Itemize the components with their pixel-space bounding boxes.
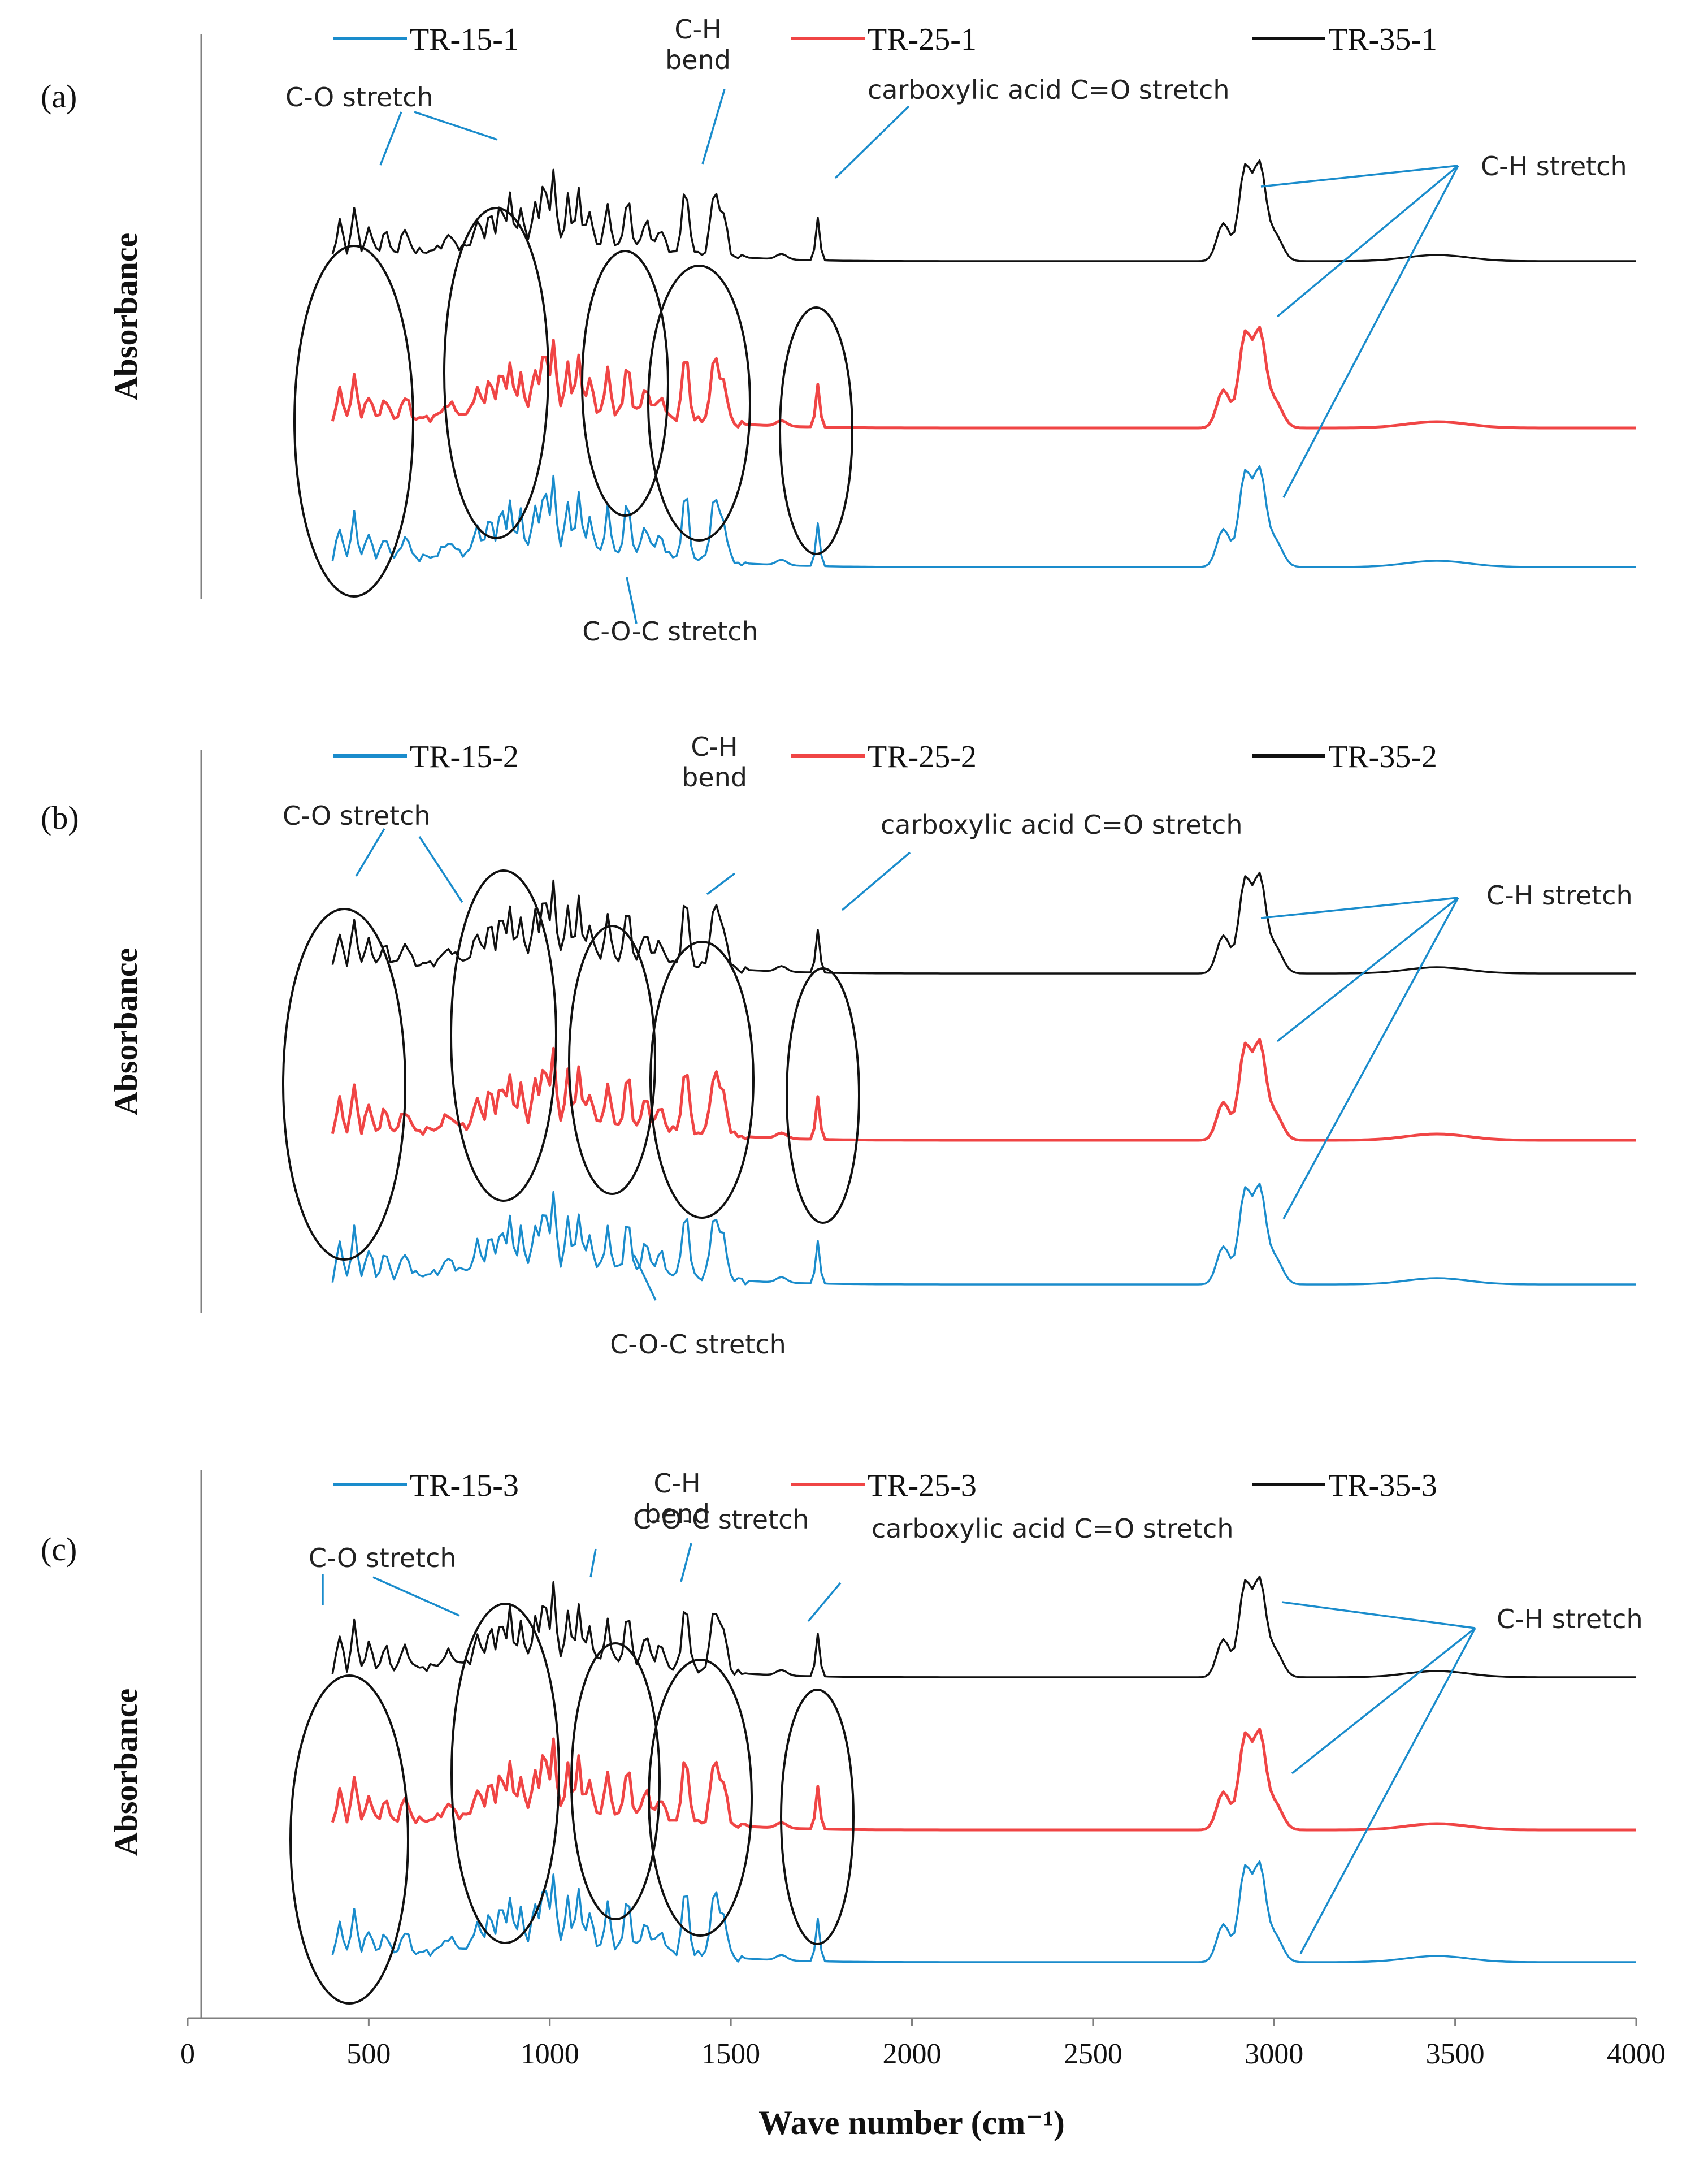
chbend-leader-line <box>706 872 736 895</box>
co-leader-line <box>372 1576 460 1617</box>
panel-label: (c) <box>41 1531 77 1568</box>
coc-leader-line <box>626 577 638 624</box>
co-leader-line <box>355 828 385 877</box>
ch-bend-line: bend <box>644 1499 710 1529</box>
panel-a: (a) Absorbance TR-15-1 TR-25-1 TR-35-1 C-O st… <box>41 14 1636 647</box>
chstretch-leader-line <box>1282 165 1459 498</box>
spectrum-line-TR-35-1 <box>331 159 1636 262</box>
band-ellipse <box>786 967 860 1224</box>
annotation-co-stretch: C-O stretch <box>285 82 433 112</box>
acid-leader-line <box>807 1582 842 1622</box>
x-tick-label: 1500 <box>701 2038 760 2070</box>
spectrum-line-TR-15-1 <box>331 465 1636 568</box>
x-tick-label: 3500 <box>1426 2038 1485 2070</box>
co-leader-line <box>418 836 463 903</box>
spectrum-line-TR-15-3 <box>331 1860 1636 1963</box>
annotation-co-stretch: C-O stretch <box>283 800 431 831</box>
ch-bend-line: bend <box>665 45 731 75</box>
band-ellipse <box>570 1642 661 1920</box>
panel-label: (b) <box>41 799 79 836</box>
acid-leader-line <box>841 851 911 911</box>
annotation-acid-stretch: carboxylic acid C=O stretch <box>868 75 1230 105</box>
ch-bend-line: C-H <box>674 14 721 45</box>
annotation-ch-bend: C-H bend <box>665 14 731 75</box>
band-ellipse <box>443 207 549 539</box>
panel-c: (c) Absorbance TR-15-3 TR-25-3 TR-35-3 C-O st… <box>41 1468 1643 2019</box>
band-ellipse <box>779 306 853 555</box>
legend-label: TR-25-3 <box>868 1468 977 1503</box>
chstretch-leader-line <box>1281 1601 1476 1629</box>
x-tick-label: 1000 <box>521 2038 579 2070</box>
band-ellipse <box>780 1689 855 1945</box>
x-tick-label: 500 <box>346 2038 391 2070</box>
chstretch-leader-line <box>1291 1627 1476 1775</box>
x-tick-label: 3000 <box>1245 2038 1303 2070</box>
band-ellipse <box>647 265 751 542</box>
band-ellipse <box>289 1674 409 2005</box>
ch-bend-line: C-H <box>691 732 738 762</box>
band-ellipse <box>649 941 755 1219</box>
panel-b: (b) Absorbance TR-15-2 TR-25-2 TR-35-2 C-O st… <box>41 732 1636 1360</box>
panel-label: (a) <box>41 78 77 115</box>
co-leader-line <box>414 111 498 141</box>
band-ellipse <box>293 245 414 598</box>
legend-label: TR-15-2 <box>410 739 519 774</box>
annotation-coc-stretch: C-O-C stretch <box>610 1329 786 1360</box>
spectrum-line-TR-25-3 <box>331 1728 1636 1832</box>
spectrum-line-TR-25-1 <box>331 326 1636 430</box>
y-axis-label: Absorbance <box>107 233 144 400</box>
chstretch-leader-line <box>1276 897 1459 1042</box>
acid-leader-line <box>834 105 910 179</box>
legend-label: TR-15-3 <box>410 1468 519 1503</box>
chbend-leader-line <box>701 89 726 165</box>
chstretch-leader-line <box>1260 165 1459 188</box>
chstretch-leader-line <box>1299 1628 1476 1954</box>
band-ellipse <box>568 925 656 1195</box>
x-tick-label: 0 <box>180 2038 195 2070</box>
annotation-ch-stretch: C-H stretch <box>1497 1604 1643 1634</box>
legend-label: TR-35-3 <box>1328 1468 1437 1503</box>
ch-bend-line: C-H <box>653 1468 700 1499</box>
annotation-ch-bend: C-H bend <box>644 1468 710 1529</box>
band-ellipse <box>282 908 406 1261</box>
annotation-co-stretch: C-O stretch <box>309 1543 457 1573</box>
annotation-ch-bend: C-H bend <box>682 732 747 793</box>
band-ellipse <box>581 250 669 517</box>
band-ellipse <box>450 869 557 1202</box>
legend-label: TR-25-1 <box>868 22 977 57</box>
legend-label: TR-35-1 <box>1328 22 1437 57</box>
coc-leader-line <box>633 1254 657 1301</box>
spectrum-line-TR-25-2 <box>331 1038 1636 1142</box>
x-tick-label: 2000 <box>883 2038 942 2070</box>
x-axis-label: Wave number (cm⁻¹) <box>758 2104 1065 2141</box>
y-axis-label: Absorbance <box>107 1689 144 1856</box>
legend-label: TR-25-2 <box>868 739 977 774</box>
band-ellipse <box>648 1659 753 1937</box>
band-ellipse <box>450 1603 560 1944</box>
spectrum-line-TR-35-3 <box>331 1575 1636 1678</box>
annotation-acid-stretch: carboxylic acid C=O stretch <box>881 810 1243 840</box>
x-tick-label: 4000 <box>1607 2038 1666 2070</box>
chbend-leader-line <box>680 1543 692 1582</box>
spectrum-line-TR-15-2 <box>331 1182 1636 1286</box>
co-leader-line <box>379 111 402 166</box>
ch-bend-line: bend <box>682 762 747 793</box>
chstretch-leader-line <box>1260 897 1459 919</box>
legend-label: TR-15-1 <box>410 22 519 57</box>
annotation-coc-stretch: C-O-C stretch <box>582 616 758 647</box>
coc-leader-line <box>589 1548 597 1578</box>
chstretch-leader-line <box>1282 897 1459 1219</box>
y-axis-label: Absorbance <box>107 948 144 1115</box>
annotation-ch-stretch: C-H stretch <box>1481 151 1627 181</box>
legend-label: TR-35-2 <box>1328 739 1437 774</box>
x-axis: 0 500 1000 1500 2000 2500 3000 3500 4000 Wave num… <box>180 2017 1666 2141</box>
annotation-ch-stretch: C-H stretch <box>1486 880 1633 911</box>
annotation-acid-stretch: carboxylic acid C=O stretch <box>872 1513 1234 1544</box>
chstretch-leader-line <box>1276 165 1459 318</box>
x-tick-label: 2500 <box>1064 2038 1122 2070</box>
annotation-coc-stretch: C-O-C stretch <box>633 1504 809 1535</box>
